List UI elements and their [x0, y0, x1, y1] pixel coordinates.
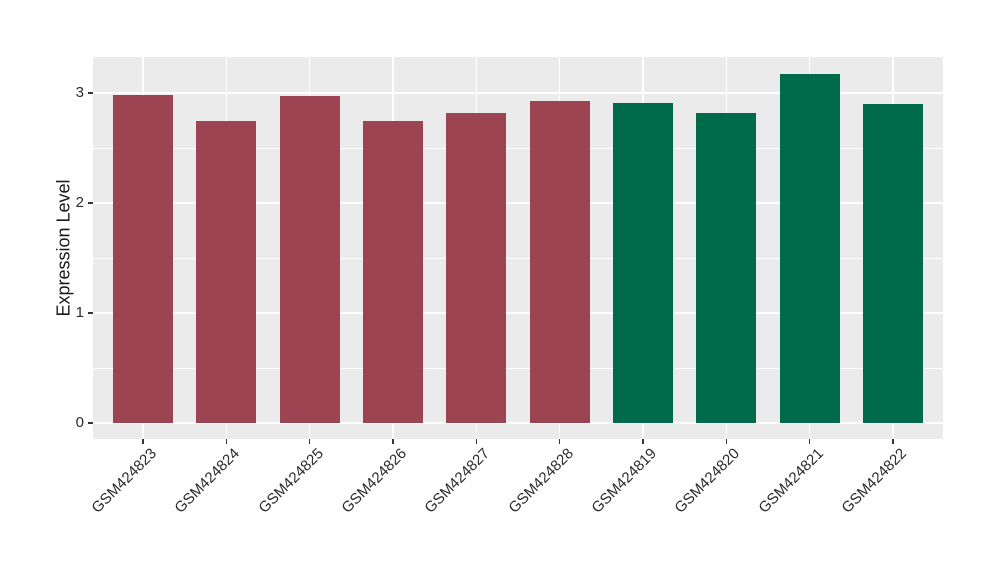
horizontal-major-gridline	[93, 422, 943, 424]
horizontal-major-gridline	[93, 92, 943, 94]
horizontal-minor-gridline	[93, 257, 943, 259]
x-tick-mark	[559, 439, 561, 444]
y-tick-mark	[88, 92, 93, 94]
y-tick-mark	[88, 312, 93, 314]
bar-GSM424827	[446, 112, 507, 423]
bar-GSM424825	[279, 96, 340, 423]
horizontal-minor-gridline	[93, 147, 943, 149]
bar-GSM424821	[779, 74, 840, 423]
bar-GSM424826	[363, 120, 423, 423]
y-tick-label: 0	[75, 414, 84, 431]
bar-GSM424824	[196, 120, 257, 423]
bar-GSM424822	[863, 104, 923, 423]
bar-GSM424820	[696, 112, 757, 423]
horizontal-minor-gridline	[93, 367, 943, 369]
x-tick-mark	[225, 439, 227, 444]
x-tick-mark	[642, 439, 644, 444]
y-tick-mark	[88, 422, 93, 424]
x-tick-mark	[142, 439, 144, 444]
y-tick-label: 2	[75, 194, 84, 211]
y-tick-label: 3	[75, 84, 84, 101]
x-tick-mark	[392, 439, 394, 444]
plot-panel	[93, 57, 943, 439]
x-tick-mark	[309, 439, 311, 444]
y-tick-label: 1	[75, 304, 84, 321]
bar-GSM424819	[613, 102, 673, 423]
x-tick-mark	[475, 439, 477, 444]
bar-GSM424823	[113, 95, 173, 423]
x-tick-mark	[725, 439, 727, 444]
horizontal-major-gridline	[93, 202, 943, 204]
horizontal-major-gridline	[93, 312, 943, 314]
y-tick-mark	[88, 202, 93, 204]
x-tick-mark	[892, 439, 894, 444]
x-tick-mark	[809, 439, 811, 444]
bar-GSM424828	[529, 100, 590, 423]
